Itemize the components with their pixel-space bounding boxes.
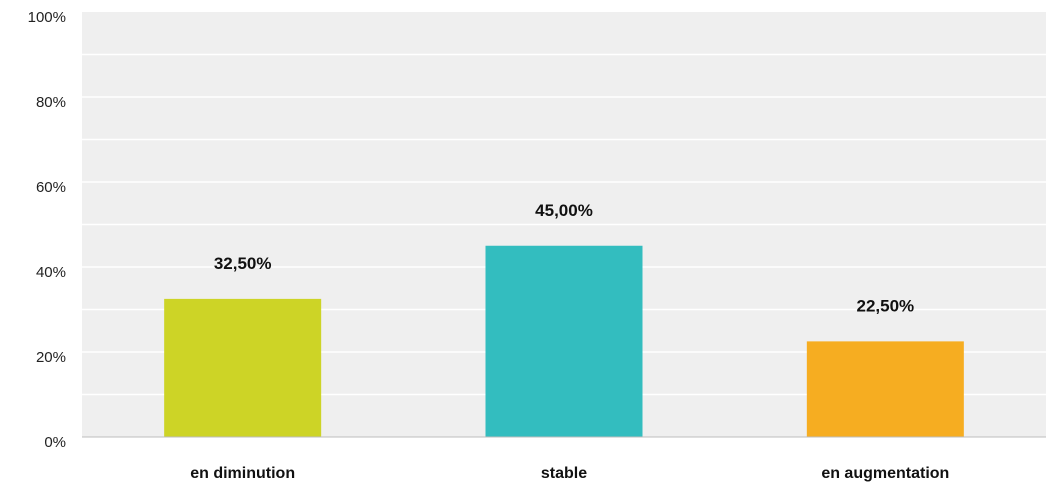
value-labels: 32,50% 45,00% 22,50% — [214, 201, 914, 316]
value-label: 22,50% — [856, 296, 914, 315]
bar — [806, 341, 964, 437]
category-label: stable — [541, 465, 587, 482]
bars — [164, 245, 964, 437]
category-label: en diminution — [190, 465, 295, 482]
value-label: 32,50% — [214, 254, 272, 273]
value-label: 45,00% — [535, 201, 593, 220]
y-tick-label: 20% — [36, 349, 66, 366]
y-tick-label: 60% — [36, 179, 66, 196]
y-tick-label: 0% — [44, 434, 66, 451]
y-axis-ticks: 0% 20% 40% 60% 80% 100% — [28, 9, 66, 451]
y-tick-label: 100% — [28, 9, 66, 26]
y-tick-label: 40% — [36, 264, 66, 281]
bar — [164, 298, 322, 437]
y-tick-label: 80% — [36, 94, 66, 111]
x-axis-labels: en diminution stable en augmentation — [190, 465, 949, 482]
category-label: en augmentation — [821, 465, 949, 482]
bar — [485, 245, 643, 437]
